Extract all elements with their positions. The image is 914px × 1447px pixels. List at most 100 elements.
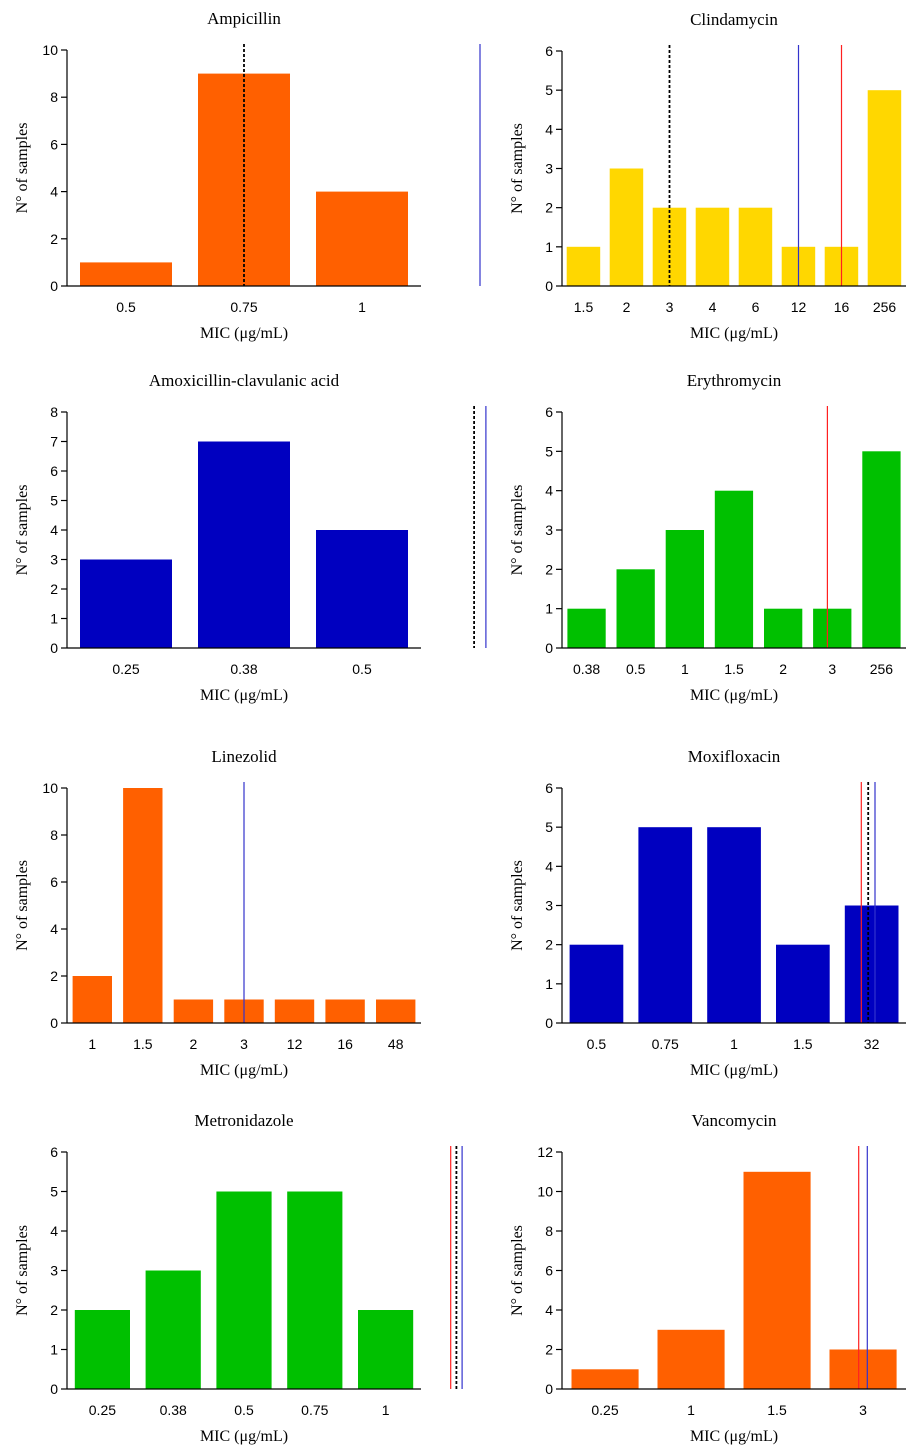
x-tick-label: 256 xyxy=(873,299,897,315)
y-tick-label: 6 xyxy=(545,404,553,420)
bar xyxy=(173,999,214,1023)
x-tick-label: 0.25 xyxy=(591,1402,618,1418)
y-axis-label: N° of samples xyxy=(509,860,526,951)
y-tick-label: 4 xyxy=(50,184,58,200)
y-tick-label: 0 xyxy=(50,1015,58,1031)
x-tick-label: 0.5 xyxy=(352,661,372,677)
x-tick-label: 0.5 xyxy=(234,1402,254,1418)
y-tick-label: 0 xyxy=(545,1381,553,1397)
y-tick-label: 6 xyxy=(50,1144,58,1160)
y-tick-label: 8 xyxy=(545,1223,553,1239)
x-tick-label: 0.38 xyxy=(230,661,257,677)
y-tick-label: 6 xyxy=(545,1263,553,1279)
x-tick-label: 3 xyxy=(859,1402,867,1418)
bar xyxy=(638,827,693,1023)
bar xyxy=(74,1310,130,1389)
x-tick-label: 3 xyxy=(240,1036,248,1052)
chart-title: Erythromycin xyxy=(687,371,782,390)
x-axis-label: MIC (μg/mL) xyxy=(200,1062,288,1079)
x-axis-label: MIC (μg/mL) xyxy=(200,1428,288,1445)
chart-panel-7: Vancomycin N° of samples MIC (μg/mL) 0 2 4 6 8 1… xyxy=(509,1111,906,1445)
y-tick-label: 8 xyxy=(50,89,58,105)
x-tick-label: 3 xyxy=(666,299,674,315)
x-tick-label: 0.38 xyxy=(160,1402,187,1418)
y-tick-label: 6 xyxy=(50,874,58,890)
y-tick-label: 0 xyxy=(545,640,553,656)
bar xyxy=(571,1369,639,1390)
chart-title: Clindamycin xyxy=(690,10,778,29)
y-tick-label: 0 xyxy=(50,640,58,656)
bar xyxy=(316,530,408,648)
y-tick-label: 10 xyxy=(42,42,58,58)
y-tick-label: 2 xyxy=(50,581,58,597)
y-tick-label: 1 xyxy=(545,239,553,255)
y-tick-label: 3 xyxy=(545,898,553,914)
x-tick-label: 12 xyxy=(791,299,807,315)
bar xyxy=(862,451,901,648)
chart-title: Ampicillin xyxy=(207,9,281,28)
x-tick-label: 2 xyxy=(623,299,631,315)
bar xyxy=(569,944,624,1023)
x-tick-label: 32 xyxy=(864,1036,880,1052)
y-tick-label: 2 xyxy=(545,200,553,216)
y-tick-label: 7 xyxy=(50,434,58,450)
y-tick-label: 8 xyxy=(50,404,58,420)
x-tick-label: 0.5 xyxy=(116,299,136,315)
x-tick-label: 16 xyxy=(834,299,850,315)
bar xyxy=(80,262,172,286)
bar xyxy=(216,1191,272,1389)
y-axis-label: N° of samples xyxy=(14,860,31,951)
x-tick-label: 1 xyxy=(687,1402,695,1418)
x-tick-label: 1 xyxy=(730,1036,738,1052)
bar xyxy=(829,1349,897,1389)
y-tick-label: 1 xyxy=(545,601,553,617)
y-tick-label: 8 xyxy=(50,827,58,843)
y-tick-label: 4 xyxy=(50,1223,58,1239)
x-tick-label: 3 xyxy=(828,661,836,677)
x-tick-label: 0.5 xyxy=(587,1036,607,1052)
x-tick-label: 6 xyxy=(752,299,760,315)
x-tick-label: 1 xyxy=(88,1036,96,1052)
bar xyxy=(714,490,754,648)
y-tick-label: 6 xyxy=(50,136,58,152)
chart-title: Metronidazole xyxy=(194,1111,293,1130)
bar xyxy=(376,999,416,1023)
x-tick-label: 0.25 xyxy=(112,661,139,677)
y-axis-label: N° of samples xyxy=(14,485,31,576)
y-tick-label: 4 xyxy=(50,921,58,937)
y-tick-label: 3 xyxy=(545,161,553,177)
bar xyxy=(707,827,761,1023)
x-tick-label: 1.5 xyxy=(133,1036,153,1052)
y-tick-label: 12 xyxy=(537,1144,553,1160)
bar xyxy=(358,1310,414,1389)
y-axis-label: N° of samples xyxy=(509,485,526,576)
x-tick-label: 4 xyxy=(709,299,717,315)
y-tick-label: 0 xyxy=(545,278,553,294)
chart-title: Linezolid xyxy=(211,747,277,766)
chart-title: Vancomycin xyxy=(692,1111,777,1130)
bar xyxy=(695,207,730,286)
y-axis-label: N° of samples xyxy=(14,1225,31,1316)
x-tick-label: 0.75 xyxy=(652,1036,679,1052)
chart-title: Moxifloxacin xyxy=(688,747,781,766)
x-tick-label: 256 xyxy=(870,661,894,677)
y-tick-label: 5 xyxy=(545,82,553,98)
y-tick-label: 4 xyxy=(545,483,553,499)
x-axis-label: MIC (μg/mL) xyxy=(690,687,778,704)
bar xyxy=(123,788,163,1023)
bar xyxy=(316,191,408,286)
y-tick-label: 2 xyxy=(545,561,553,577)
x-tick-label: 2 xyxy=(779,661,787,677)
bar xyxy=(738,207,773,286)
x-tick-label: 0.38 xyxy=(573,661,600,677)
y-axis-label: N° of samples xyxy=(509,1225,526,1316)
x-tick-label: 0.75 xyxy=(301,1402,328,1418)
y-tick-label: 4 xyxy=(50,522,58,538)
chart-panel-5: Moxifloxacin N° of samples MIC (μg/mL) 0 1 2 3… xyxy=(509,747,906,1079)
y-tick-label: 10 xyxy=(537,1184,553,1200)
chart-panel-2: Amoxicillin-clavulanic acid N° of samples… xyxy=(14,371,487,704)
x-axis-label: MIC (μg/mL) xyxy=(200,687,288,704)
bar xyxy=(665,530,704,648)
y-tick-label: 0 xyxy=(50,1381,58,1397)
